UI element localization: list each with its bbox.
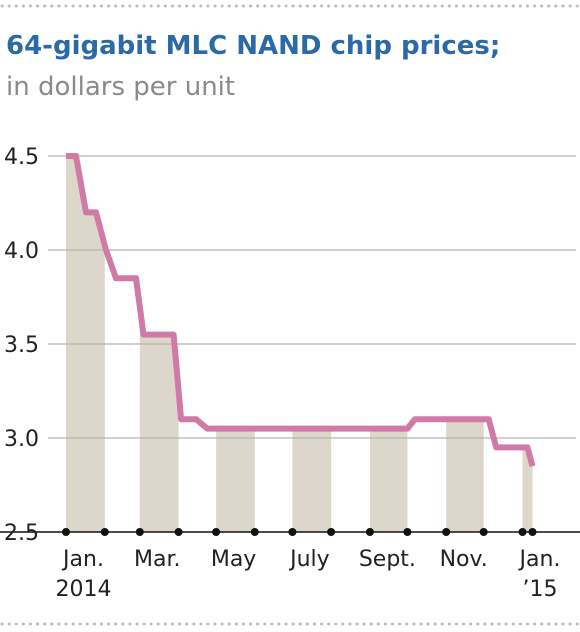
chart-title: 64-gigabit MLC NAND chip prices; (6, 31, 501, 61)
gridlines (48, 155, 576, 439)
axis-dot (518, 528, 527, 536)
x-tick-label: Sept. (359, 547, 416, 572)
month-band-2014-11 (446, 419, 484, 532)
month-band-2014-07 (292, 428, 332, 532)
x-axis-labels: Jan. 2014 Mar. May July Sept. Nov. Jan. ’15 (56, 547, 561, 602)
axis-dot (528, 528, 537, 536)
axis-dot (212, 528, 221, 536)
price-series-line (66, 153, 536, 467)
x-tick-label: Nov. (440, 547, 488, 572)
month-band-2014-05 (216, 428, 255, 532)
y-tick-label: 4.0 (4, 239, 39, 264)
axis-dot (327, 528, 336, 536)
bottom-dotted-border (0, 622, 580, 626)
y-tick-label: 4.5 (4, 145, 39, 170)
axis-dot (365, 528, 374, 536)
y-axis-labels: 4.5 4.0 3.5 3.0 2.5 (4, 145, 39, 546)
axis-dot (403, 528, 412, 536)
axis-dot (442, 528, 451, 536)
month-band-2014-09 (369, 428, 408, 532)
axis-dot (62, 528, 70, 536)
y-tick-label: 2.5 (4, 521, 39, 546)
y-tick-label: 3.0 (4, 427, 39, 452)
month-band-2014-03 (139, 306, 179, 532)
axis-dot (288, 528, 297, 536)
axis-dot (250, 528, 259, 536)
month-band-2015-01 (522, 447, 533, 532)
price-line-layer (66, 153, 536, 467)
x-tick-label: Mar. (134, 547, 180, 572)
axis-dot (100, 528, 109, 536)
x-tick-label: July (288, 547, 330, 572)
axis-dot (174, 528, 183, 536)
x-tick-label: Jan. ’15 (518, 547, 561, 602)
axis-dot (135, 528, 144, 536)
x-tick-label: Jan. 2014 (56, 547, 112, 602)
top-dotted-border (0, 4, 580, 8)
x-axis (0, 528, 580, 536)
x-tick-label: May (211, 547, 256, 572)
chart-subtitle: in dollars per unit (6, 72, 236, 102)
axis-dot (479, 528, 488, 536)
y-tick-label: 3.5 (4, 333, 39, 358)
